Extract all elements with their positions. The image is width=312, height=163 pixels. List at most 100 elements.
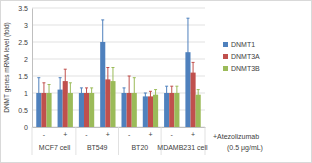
- error-cap: [106, 67, 109, 68]
- bar: [121, 93, 126, 127]
- error-bar: [64, 69, 67, 93]
- grid-line: [32, 25, 205, 26]
- x-tick: +: [191, 127, 195, 138]
- y-tick-label: 1.5: [18, 73, 28, 80]
- series: [41, 62, 195, 127]
- x-tick: +: [63, 127, 67, 138]
- error-bar: [90, 88, 93, 98]
- legend-swatch: [223, 66, 228, 71]
- error-bar: [48, 85, 51, 102]
- y-tick: 1.5: [18, 73, 32, 80]
- chart: 00.511.522.533.5-+-+-+-+MCF7 cellBT549BT…: [0, 0, 312, 163]
- error-line: [134, 78, 135, 109]
- error-line: [145, 93, 146, 100]
- error-cap: [170, 99, 173, 100]
- error-bar: [197, 90, 200, 100]
- error-line: [155, 90, 156, 100]
- error-bar: [175, 86, 178, 100]
- series: [36, 18, 190, 127]
- bar: [143, 96, 148, 127]
- error-bar: [128, 76, 131, 110]
- error-cap: [192, 82, 195, 83]
- error-line: [150, 91, 151, 101]
- error-line: [124, 88, 125, 98]
- error-cap: [186, 86, 189, 87]
- error-bar: [85, 88, 88, 98]
- error-cap: [144, 93, 147, 94]
- x-tick-label: -: [85, 131, 88, 138]
- error-line: [60, 78, 61, 102]
- error-cap: [111, 67, 114, 68]
- group-label: MDAMB231 cell: [157, 144, 208, 151]
- legend: DNMT1DNMT3ADNMT3B: [223, 41, 260, 72]
- x-tick: -: [128, 127, 131, 138]
- y-tick-label: 3.5: [18, 5, 28, 12]
- error-bar: [37, 78, 40, 109]
- error-cap: [133, 77, 136, 78]
- x-tick-label: -: [128, 131, 131, 138]
- x-tick-label: -: [171, 131, 174, 138]
- error-cap: [149, 101, 152, 102]
- error-cap: [42, 82, 45, 83]
- y-tick: 0.5: [18, 107, 32, 114]
- error-line: [171, 86, 172, 100]
- group-separator: [118, 127, 119, 155]
- x-tick-label: -: [43, 131, 46, 138]
- error-cap: [175, 86, 178, 87]
- error-line: [86, 88, 87, 98]
- legend-swatch: [223, 54, 228, 59]
- error-bar: [144, 93, 147, 100]
- error-bar: [165, 86, 168, 100]
- legend-item: DNMT3A: [223, 53, 260, 60]
- x-tick: -: [171, 127, 174, 138]
- grid-line: [32, 76, 205, 77]
- series: [46, 68, 200, 128]
- error-cap: [128, 110, 131, 111]
- error-bar: [59, 78, 62, 102]
- marks: [36, 18, 200, 127]
- y-tick-label: 1: [24, 90, 28, 97]
- error-bar: [69, 83, 72, 103]
- group-label: BT20: [131, 144, 148, 151]
- error-cap: [80, 98, 83, 99]
- y-tick-label: 0.5: [18, 107, 28, 114]
- y-tick: 1: [24, 90, 32, 97]
- error-cap: [85, 87, 88, 88]
- y-tick-label: 3: [24, 22, 28, 29]
- bar: [153, 95, 158, 127]
- error-cap: [144, 99, 147, 100]
- error-cap: [192, 62, 195, 63]
- error-cap: [175, 99, 178, 100]
- y-tick-label: 0: [24, 124, 28, 131]
- error-cap: [165, 86, 168, 87]
- error-line: [91, 88, 92, 98]
- error-cap: [197, 99, 200, 100]
- error-bar: [154, 90, 157, 100]
- x-tick: +: [106, 127, 110, 138]
- x-tick: -: [43, 127, 46, 138]
- grid: [32, 8, 205, 127]
- x-axis: -+-+-+-+: [33, 127, 206, 138]
- y-tick: 3: [24, 22, 32, 29]
- chart-frame: [1, 1, 312, 163]
- error-bar: [192, 62, 195, 82]
- error-bar: [170, 86, 173, 100]
- group-label: MCF7 cell: [39, 144, 71, 151]
- error-cap: [90, 98, 93, 99]
- error-bar: [101, 20, 104, 64]
- error-cap: [154, 99, 157, 100]
- error-cap: [59, 101, 62, 102]
- error-cap: [123, 98, 126, 99]
- x-tick-label: +: [63, 131, 67, 138]
- error-line: [129, 76, 130, 110]
- error-line: [43, 83, 44, 103]
- y-tick-label: 2: [24, 56, 28, 63]
- error-cap: [42, 103, 45, 104]
- error-cap: [48, 84, 51, 85]
- error-bar: [123, 88, 126, 98]
- y-axis: 00.511.522.533.5: [18, 5, 32, 131]
- y-tick: 0: [24, 124, 32, 131]
- x-axis-line: [33, 127, 206, 128]
- error-bar: [42, 83, 45, 103]
- error-cap: [165, 99, 168, 100]
